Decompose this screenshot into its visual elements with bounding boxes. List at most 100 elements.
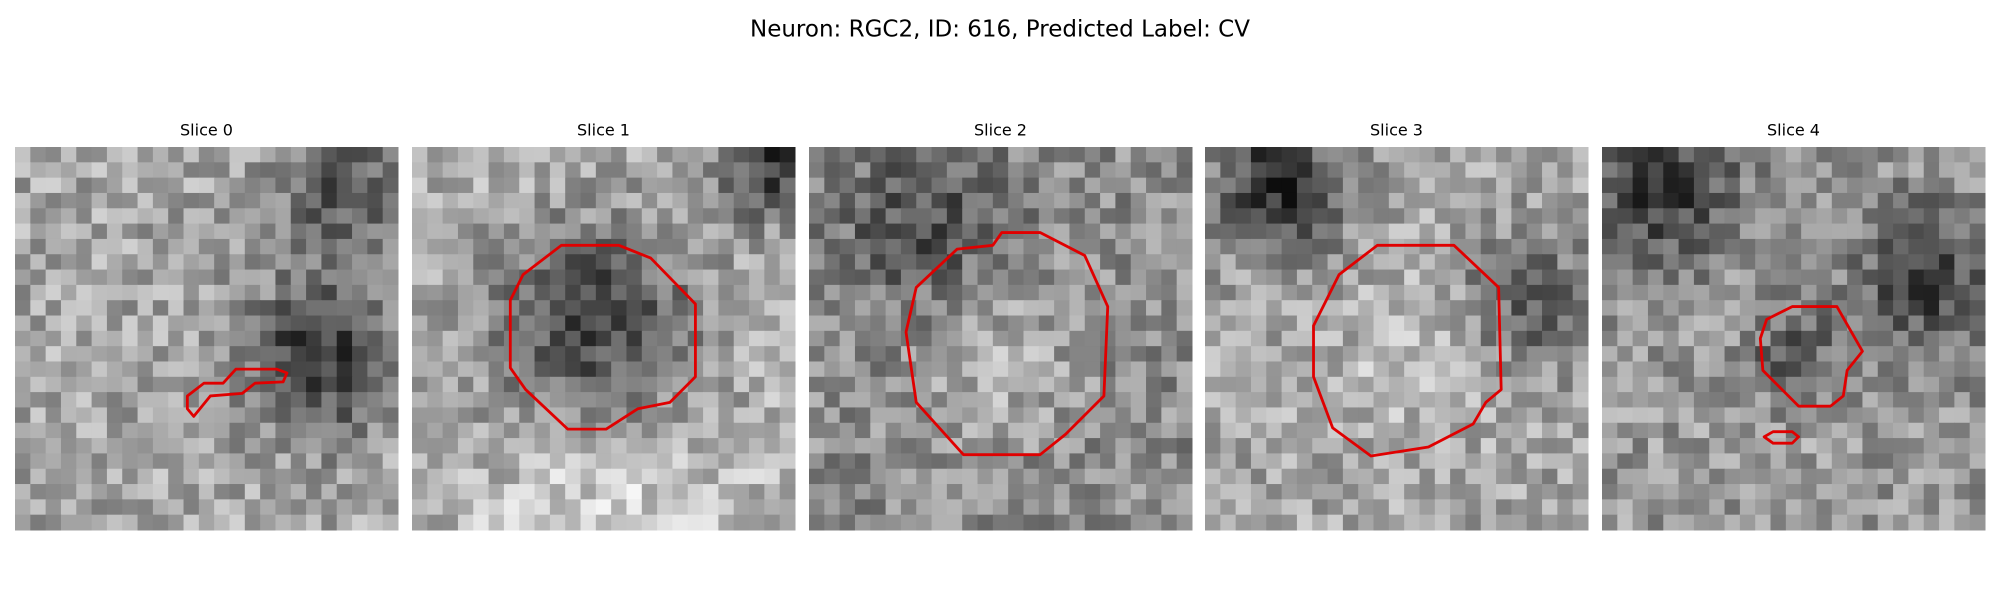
pixel [1816,361,1833,378]
pixel [367,484,384,500]
pixel [565,300,582,317]
pixel [1419,468,1436,485]
pixel [214,208,230,225]
pixel [657,300,673,317]
pixel [290,499,307,516]
pixel [1235,392,1252,408]
pixel [764,392,781,408]
pixel [962,284,979,301]
pixel [1069,361,1086,378]
pixel [1785,254,1802,271]
pixel [1923,208,1940,225]
pixel [1770,453,1787,470]
pixel [1450,438,1466,454]
pixel [549,468,566,485]
pixel [1557,208,1574,225]
pixel [519,361,536,378]
pixel [306,422,322,439]
pixel [992,315,1009,332]
pixel [1602,499,1618,516]
pixel [336,269,353,286]
pixel [1693,238,1710,255]
pixel [1847,284,1863,301]
pixel [1969,392,1986,408]
pixel [1862,392,1879,408]
pixel [1205,284,1221,301]
pixel [703,484,719,500]
pixel [992,192,1009,209]
pixel [122,162,139,179]
pixel [336,238,353,255]
pixel [1678,284,1695,301]
pixel [1893,315,1909,332]
pixel [962,346,979,362]
pixel [595,192,612,209]
pixel [824,208,841,225]
pixel [260,238,276,255]
pixel [168,361,185,378]
pixel [1816,147,1833,163]
pixel [1205,392,1221,408]
pixel [1176,284,1193,301]
pixel [1266,453,1283,470]
pixel [657,162,673,179]
pixel [1084,376,1101,393]
pixel [870,361,887,378]
pixel [1100,192,1116,209]
pixel [687,223,704,240]
pixel [1358,223,1375,240]
pixel [152,208,169,225]
pixel [1465,330,1482,347]
pixel [1480,499,1497,516]
pixel [1877,147,1894,163]
pixel [1602,208,1618,225]
pixel [534,392,551,408]
pixel [992,514,1009,531]
pixel [412,223,428,240]
pixel [1161,514,1178,531]
pixel [1220,499,1237,516]
pixel [703,269,719,286]
pixel [1465,192,1482,209]
panel-title: Slice 2 [974,121,1027,140]
pixel [1496,468,1512,485]
pixel [1632,361,1649,378]
pixel [15,223,31,240]
pixel [1785,223,1802,240]
pixel [1205,422,1221,439]
pixel [931,208,948,225]
pixel [733,254,750,271]
pixel [229,238,246,255]
pixel [1250,468,1267,485]
pixel [839,422,856,439]
pixel [1954,223,1971,240]
pixel [1801,147,1817,163]
pixel [1281,269,1298,286]
pixel [672,238,689,255]
pixel [1755,254,1772,271]
pixel [733,162,750,179]
pixel [885,254,902,271]
pixel [1801,330,1817,347]
pixel [1358,330,1375,347]
pixel [1755,284,1772,301]
pixel [1296,376,1313,393]
pixel [1678,238,1695,255]
pixel [1801,422,1817,439]
contour [904,231,1110,457]
pixel [1023,361,1040,378]
pixel [1923,484,1940,500]
pixel [15,484,31,500]
pixel [1342,376,1359,393]
pixel [1130,238,1147,255]
pixel [1877,269,1894,286]
pixel [1358,514,1375,531]
pixel [1327,361,1344,378]
pixel [992,392,1009,408]
pixel [152,392,169,408]
pixel [321,361,338,378]
pixel [1069,484,1086,500]
pixel [1511,284,1528,301]
pixel [916,514,933,531]
pixel [611,438,627,454]
